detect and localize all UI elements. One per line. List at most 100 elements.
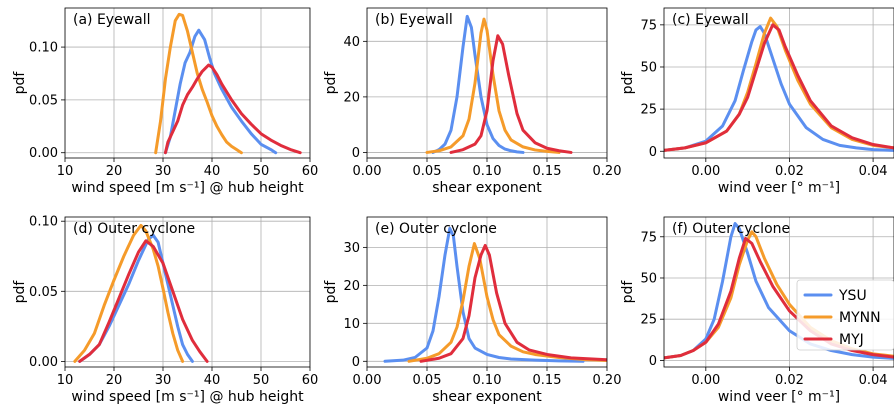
series-line-myj [664, 23, 894, 152]
y-tick-label: 10 [343, 317, 360, 332]
panel-title: (b) Eyewall [375, 12, 453, 28]
series-line-mynn [425, 17, 561, 154]
panel-title: (d) Outer cyclone [73, 221, 195, 237]
x-axis-label: wind speed [m s⁻¹] @ hub height [71, 389, 304, 405]
y-tick-label: 0.10 [29, 215, 58, 230]
x-tick-label: 0.00 [353, 164, 382, 179]
y-tick-label: 50 [640, 60, 657, 75]
series-line-ysu [383, 226, 585, 363]
x-tick-label: 30 [155, 373, 172, 388]
y-tick-label: 25 [640, 103, 657, 118]
x-tick-label: 50 [253, 373, 270, 388]
x-tick-label: 60 [302, 373, 319, 388]
series-group [73, 223, 209, 363]
x-axis-label: wind veer [° m⁻¹] [718, 389, 840, 405]
panel-title: (e) Outer cyclone [375, 221, 497, 237]
x-tick-label: 40 [204, 164, 221, 179]
x-tick-label: 0.04 [859, 164, 888, 179]
x-tick-label: 30 [155, 164, 172, 179]
panel-d-outer-speed: 10 20 30 40 50 60 0.00 0.05 0.10 wind speed [m s⁻… [12, 215, 318, 405]
y-tick-label: 75 [640, 18, 657, 33]
legend: YSU MYNN MYJ [796, 279, 894, 351]
panel-c-eyewall-veer: 0.00 0.02 0.04 0 25 50 75 wind veer [° m⁻¹] pdf (… [620, 7, 894, 196]
x-axis-label: shear exponent [432, 389, 542, 405]
series-line-myj [449, 34, 573, 154]
gridlines [664, 8, 894, 158]
plot-frame [64, 216, 311, 368]
x-tick-label: 20 [106, 373, 123, 388]
y-axis-label: pdf [323, 71, 339, 95]
gridlines [65, 8, 310, 158]
panel-a-eyewall-speed: 10 20 30 40 50 60 0.00 0.05 0.10 wind speed [m s⁻… [12, 7, 319, 196]
x-tick-label: 20 [106, 164, 123, 179]
y-tick-label: 30 [343, 241, 360, 256]
x-tick-label: 0.15 [533, 373, 562, 388]
x-tick-label: 0.00 [691, 164, 720, 179]
x-axis-label: wind veer [° m⁻¹] [718, 180, 840, 196]
series-group [425, 14, 573, 154]
series-line-ysu [664, 25, 894, 152]
panel-title: (f) Outer cyclone [672, 221, 790, 237]
x-tick-label: 0.02 [775, 373, 804, 388]
y-tick-label: 40 [343, 35, 360, 50]
y-tick-label: 25 [640, 313, 657, 328]
series-group [383, 226, 607, 363]
y-axis-label: pdf [323, 280, 339, 304]
series-line-ysu [163, 28, 278, 155]
series-line-mynn [664, 16, 894, 152]
panel-title: (c) Eyewall [672, 12, 749, 28]
series-group [154, 12, 302, 155]
plot-frame [663, 216, 894, 368]
x-axis-label: wind speed [m s⁻¹] @ hub height [71, 180, 304, 196]
plot-frame [64, 7, 311, 159]
legend-label-ysu: YSU [838, 288, 867, 304]
y-tick-label: 0.05 [29, 93, 58, 108]
panel-title: (a) Eyewall [73, 12, 151, 28]
plot-frame [663, 7, 894, 159]
legend-label-mynn: MYNN [839, 310, 881, 326]
y-tick-label: 20 [343, 90, 360, 105]
y-tick-label: 0 [649, 354, 657, 369]
x-tick-label: 0.10 [473, 164, 502, 179]
x-tick-label: 50 [253, 164, 270, 179]
x-tick-label: 0.00 [353, 373, 382, 388]
y-tick-label: 0 [352, 355, 360, 370]
x-tick-label: 10 [57, 164, 74, 179]
y-tick-label: 0.00 [29, 355, 58, 370]
y-axis-label: pdf [12, 280, 28, 304]
y-tick-label: 0.05 [29, 285, 58, 300]
series-line-ysu [431, 14, 525, 154]
y-tick-label: 0 [352, 146, 360, 161]
y-tick-label: 50 [640, 271, 657, 286]
series-line-mynn [73, 223, 185, 363]
series-group [664, 16, 894, 152]
legend-box [796, 279, 894, 351]
x-tick-label: 0.05 [413, 164, 442, 179]
y-tick-label: 20 [343, 279, 360, 294]
series-line-myj [163, 63, 302, 155]
x-tick-label: 0.04 [859, 373, 888, 388]
x-tick-label: 0.15 [533, 164, 562, 179]
y-tick-label: 0 [649, 145, 657, 160]
x-tick-label: 10 [57, 373, 74, 388]
y-axis-label: pdf [12, 71, 28, 95]
y-axis-label: pdf [620, 71, 636, 95]
x-tick-label: 40 [204, 373, 221, 388]
x-tick-label: 0.05 [413, 373, 442, 388]
x-tick-label: 0.10 [473, 373, 502, 388]
y-tick-label: 0.00 [29, 146, 58, 161]
y-tick-label: 75 [640, 230, 657, 245]
series-line-myj [78, 239, 209, 363]
y-tick-label: 0.10 [29, 41, 58, 56]
x-axis-label: shear exponent [432, 180, 542, 196]
panel-e-outer-shear: 0.00 0.05 0.10 0.15 0.20 0 10 20 30 shear exponen… [323, 216, 621, 405]
gridlines [65, 217, 310, 367]
series-line-myj [419, 243, 607, 363]
x-tick-label: 60 [302, 164, 319, 179]
y-axis-label: pdf [620, 280, 636, 304]
x-tick-label: 0.20 [593, 164, 622, 179]
x-tick-label: 0.02 [775, 164, 804, 179]
series-line-mynn [154, 12, 243, 155]
panel-b-eyewall-shear: 0.00 0.05 0.10 0.15 0.20 0 20 40 shear exponent p… [323, 7, 622, 196]
